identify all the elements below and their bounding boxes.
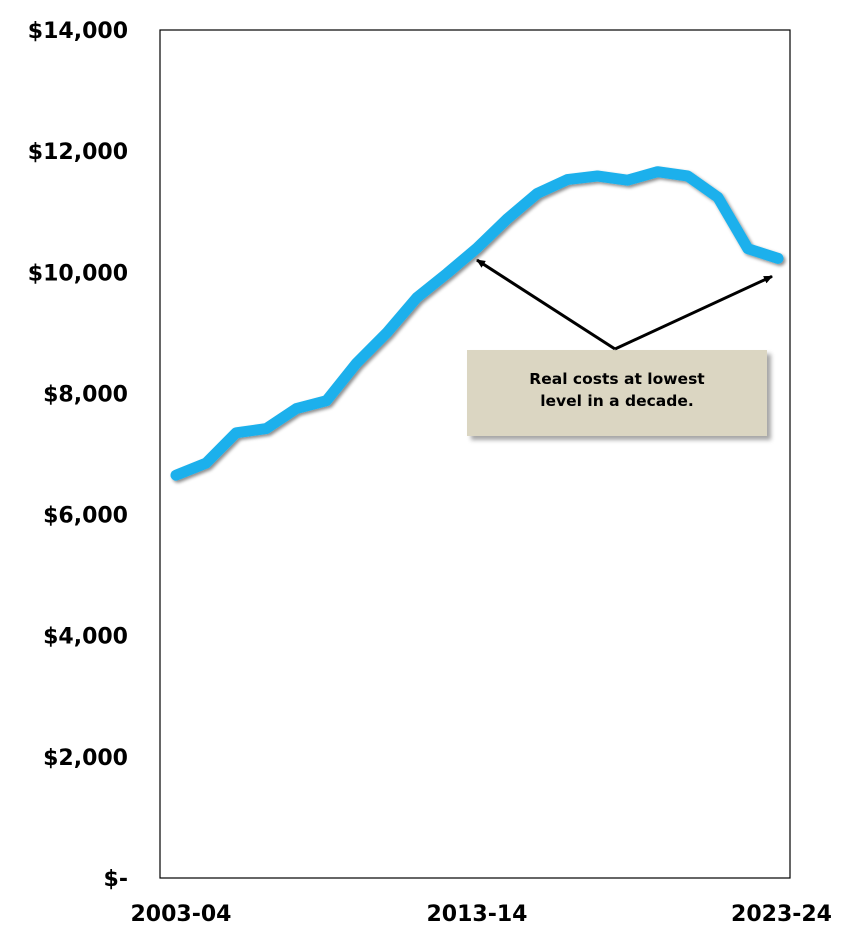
data-point (326, 400, 327, 402)
annotation-box (467, 350, 767, 436)
data-point (205, 462, 207, 464)
x-tick-label: 2013-14 (427, 902, 528, 927)
data-point (717, 196, 719, 198)
data-point (596, 175, 598, 177)
data-point (476, 247, 478, 249)
data-point (627, 179, 628, 181)
data-point (536, 193, 538, 194)
data-point (295, 408, 297, 410)
annotation: Real costs at lowest level in a decade. (467, 258, 773, 436)
y-tick-label: $8,000 (43, 382, 128, 407)
annotation-text: Real costs at lowest (529, 370, 705, 388)
data-point (777, 257, 779, 259)
series-layer (170, 166, 784, 481)
data-point (747, 248, 749, 250)
x-axis-ticks: 2003-04 2013-14 2023-24 (131, 902, 832, 927)
data-point (566, 179, 568, 181)
y-tick-label: $2,000 (43, 746, 128, 771)
annotation-arrow (476, 258, 616, 351)
annotation-text: level in a decade. (540, 392, 694, 410)
data-point (687, 175, 689, 177)
y-tick-label: $6,000 (43, 504, 128, 529)
data-point (416, 297, 418, 299)
data-point (657, 171, 659, 173)
data-point (175, 474, 177, 476)
data-point (235, 432, 237, 434)
data-point (265, 428, 267, 430)
data-point (386, 332, 388, 334)
y-tick-label: $12,000 (28, 140, 128, 165)
annotation-arrow (614, 274, 773, 351)
x-tick-label: 2003-04 (131, 902, 232, 927)
data-point (356, 362, 358, 364)
y-tick-label: $10,000 (28, 261, 128, 286)
y-tick-label: $- (104, 867, 128, 892)
y-tick-label: $4,000 (43, 625, 128, 650)
data-point (446, 273, 448, 274)
y-tick-label: $14,000 (28, 19, 128, 44)
y-axis-ticks: $- $2,000 $4,000 $6,000 $8,000 $10,000 $12,000… (28, 19, 128, 892)
plot-area (159, 29, 791, 879)
data-point (506, 218, 508, 220)
x-tick-label: 2023-24 (731, 902, 832, 927)
